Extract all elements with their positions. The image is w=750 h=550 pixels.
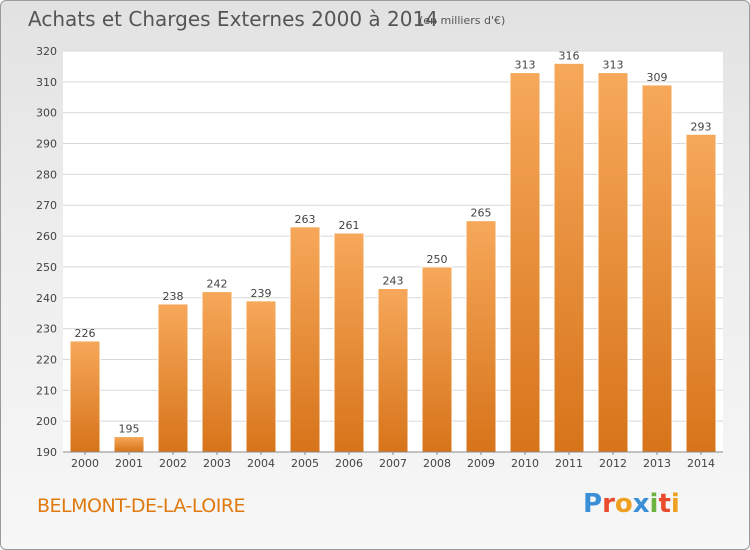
- logo-letter: i: [670, 489, 680, 519]
- bar: [553, 62, 585, 453]
- x-tick-label: 2009: [467, 457, 495, 470]
- data-label: 263: [295, 213, 316, 226]
- bar: [685, 133, 717, 453]
- bar: [245, 300, 277, 453]
- logo-letter: P: [583, 489, 603, 519]
- data-label: 195: [119, 423, 140, 436]
- y-tick-label: 280: [36, 168, 57, 181]
- data-label: 265: [471, 207, 492, 220]
- bar: [465, 220, 497, 453]
- y-tick-label: 290: [36, 138, 57, 151]
- bar: [597, 72, 629, 453]
- y-tick-label: 190: [36, 446, 57, 459]
- x-tick-label: 2014: [687, 457, 715, 470]
- y-tick-label: 320: [36, 45, 57, 58]
- data-label: 239: [251, 287, 272, 300]
- chart-subtitle: (en milliers d'€): [419, 14, 506, 27]
- logo-letter: r: [602, 489, 615, 519]
- x-tick-label: 2003: [203, 457, 231, 470]
- x-tick-label: 2012: [599, 457, 627, 470]
- y-tick-label: 200: [36, 415, 57, 428]
- proxiti-logo: Proxiti: [583, 489, 680, 519]
- x-tick-label: 2011: [555, 457, 583, 470]
- data-label: 261: [339, 219, 360, 232]
- chart-title: Achats et Charges Externes 2000 à 2014: [28, 7, 438, 31]
- x-tick-label: 2002: [159, 457, 187, 470]
- x-tick-label: 2001: [115, 457, 143, 470]
- bar: [157, 303, 189, 453]
- commune-name: BELMONT-DE-LA-LOIRE: [37, 495, 246, 517]
- x-tick-label: 2008: [423, 457, 451, 470]
- x-tick-label: 2007: [379, 457, 407, 470]
- bar: [641, 84, 673, 453]
- bar: [289, 226, 321, 453]
- data-label: 226: [75, 327, 96, 340]
- data-label: 238: [163, 290, 184, 303]
- x-tick-label: 2013: [643, 457, 671, 470]
- bar: [113, 436, 145, 453]
- y-tick-label: 250: [36, 261, 57, 274]
- bar: [377, 288, 409, 453]
- logo-letter: x: [632, 489, 650, 519]
- data-label: 316: [559, 49, 580, 62]
- y-tick-label: 260: [36, 230, 57, 243]
- logo-letter: o: [614, 489, 633, 519]
- data-label: 313: [603, 59, 624, 72]
- data-label: 242: [207, 278, 228, 291]
- y-tick-label: 230: [36, 323, 57, 336]
- bar: [421, 266, 453, 453]
- y-tick-label: 210: [36, 384, 57, 397]
- data-label: 313: [515, 59, 536, 72]
- y-tick-label: 220: [36, 353, 57, 366]
- x-tick-label: 2004: [247, 457, 275, 470]
- data-label: 243: [383, 275, 404, 288]
- bar: [333, 232, 365, 453]
- y-tick-label: 300: [36, 107, 57, 120]
- x-tick-label: 2006: [335, 457, 363, 470]
- y-tick-label: 240: [36, 292, 57, 305]
- data-label: 309: [647, 71, 668, 84]
- y-tick-label: 310: [36, 76, 57, 89]
- logo-letter: i: [649, 489, 659, 519]
- logo-letter: t: [658, 489, 671, 519]
- x-tick-label: 2000: [71, 457, 99, 470]
- x-tick-label: 2010: [511, 457, 539, 470]
- data-label: 250: [427, 253, 448, 266]
- bar: [69, 340, 101, 453]
- bar: [509, 72, 541, 453]
- bar: [201, 291, 233, 453]
- data-label: 293: [691, 120, 712, 133]
- y-tick-label: 270: [36, 199, 57, 212]
- x-tick-label: 2005: [291, 457, 319, 470]
